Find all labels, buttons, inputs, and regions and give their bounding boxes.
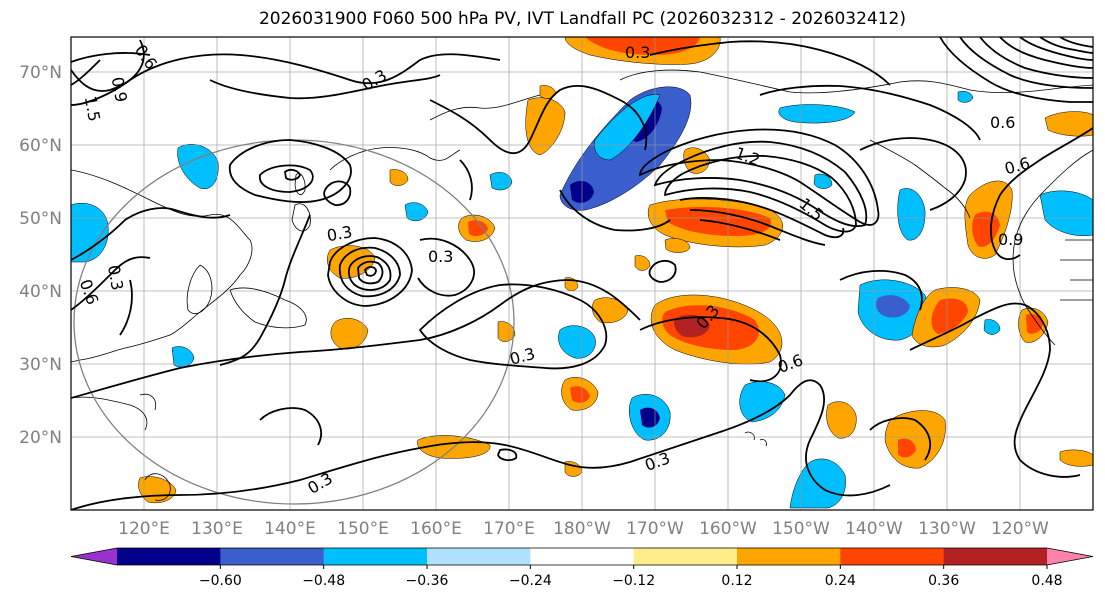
neg-anomaly (813, 173, 833, 189)
pos-anomaly (898, 438, 916, 458)
neg-anomaly (739, 381, 786, 423)
pos-anomaly (389, 169, 409, 186)
colorbar-ticks: −0.60 −0.48 −0.36 −0.24 −0.12 0.12 0.24 0.36 0.4… (199, 565, 1063, 589)
lon-label: 130°E (191, 519, 243, 539)
pos-anomaly (931, 298, 968, 334)
colorbar-swatch (633, 548, 738, 565)
contour-label: 0.3 (325, 222, 353, 245)
pos-anomaly (592, 297, 629, 324)
lon-label: 160°E (410, 519, 462, 539)
colorbar-extend-max (1047, 548, 1093, 565)
neg-anomaly (404, 202, 429, 222)
colorbar-swatch (323, 548, 428, 565)
colorbar-swatch (117, 548, 221, 565)
lat-labels: 70°N 60°N 50°N 40°N 30°N 20°N (19, 63, 62, 448)
colorbar-swatch (427, 548, 531, 565)
pos-anomaly (570, 386, 590, 403)
pos-anomaly (972, 211, 1000, 247)
lon-labels: 120°E 130°E 140°E 150°E 160°E 170°E 180°… (118, 519, 1049, 539)
lat-label: 40°N (19, 282, 62, 302)
contour-label: 0.3 (625, 43, 650, 62)
contour-label: 0.3 (304, 469, 336, 498)
lon-label: 170°E (483, 519, 535, 539)
contour-label: 0.6 (131, 41, 161, 73)
lon-label: 150°E (337, 519, 389, 539)
lat-label: 70°N (19, 63, 62, 83)
contour-label: 0.6 (1002, 153, 1032, 178)
colorbar-swatch (737, 548, 841, 565)
colorbar-tick-label: 0.48 (1031, 573, 1062, 589)
map-frame (70, 36, 1094, 511)
pos-anomaly (674, 314, 710, 338)
colorbar-tick-label: −0.36 (406, 573, 449, 589)
colorbar-tick-label: −0.12 (612, 573, 655, 589)
lat-label: 50°N (19, 209, 62, 229)
neg-anomaly (1039, 190, 1093, 236)
neg-anomaly (876, 295, 910, 318)
contour-label: 0.9 (998, 230, 1023, 249)
colorbar-tick-label: 0.36 (928, 573, 959, 589)
contour-label: 0.3 (104, 264, 127, 292)
lon-label: 140°W (845, 519, 903, 539)
colorbar (70, 547, 1094, 566)
neg-anomaly (897, 188, 926, 241)
lon-label: 120°W (991, 519, 1049, 539)
colorbar-swatch (840, 548, 945, 565)
colorbar-extend-min (71, 548, 117, 565)
map-content: 0.3 0.3 0.3 0.3 0.3 0.3 0.3 0.3 0.3 0.6 … (71, 37, 1093, 510)
colorbar-tick-label: 0.24 (825, 573, 856, 589)
contour-label: 0.9 (108, 75, 131, 103)
lon-label: 140°E (264, 519, 316, 539)
pv-contours (71, 37, 1093, 510)
neg-anomaly (177, 144, 219, 190)
colorbar-tick-label: 0.12 (721, 573, 752, 589)
colorbar-tick-label: −0.24 (509, 573, 552, 589)
map-title: 2026031900 F060 500 hPa PV, IVT Landfall… (258, 9, 906, 29)
lon-label: 150°W (772, 519, 830, 539)
pos-anomaly (1026, 314, 1043, 334)
lon-label: 180°W (553, 519, 611, 539)
colorbar-tick-label: −0.48 (302, 573, 345, 589)
contour-label: 0.3 (642, 448, 672, 475)
colorbar-swatch (220, 548, 325, 565)
neg-anomaly (558, 325, 596, 359)
lat-label: 30°N (19, 355, 62, 375)
pos-anomaly (1044, 111, 1093, 137)
colorbar-swatch (530, 548, 635, 565)
lon-label: 130°W (918, 519, 976, 539)
pos-anomaly (634, 255, 651, 271)
pos-anomaly (468, 220, 488, 237)
lon-label: 160°W (699, 519, 757, 539)
lon-label: 120°E (118, 519, 170, 539)
lat-label: 60°N (19, 136, 62, 156)
neg-anomaly (489, 172, 513, 191)
colorbar-tick-label: −0.60 (199, 573, 242, 589)
lon-label: 170°W (626, 519, 684, 539)
contour-label: 0.3 (428, 247, 453, 266)
lat-label: 20°N (19, 428, 62, 448)
pos-anomaly (330, 318, 369, 350)
neg-anomaly (778, 104, 856, 124)
colorbar-swatch (943, 548, 1048, 565)
pos-anomaly (826, 401, 857, 439)
neg-anomaly (983, 319, 1001, 335)
pos-anomaly (664, 238, 691, 253)
neg-anomaly (171, 346, 195, 368)
neg-anomaly (957, 91, 974, 103)
contour-label: 0.6 (990, 113, 1015, 132)
pos-anomaly (497, 321, 516, 342)
contour-label: 1.5 (81, 95, 104, 123)
pos-anomaly (1059, 449, 1093, 467)
colorbar-outline (70, 547, 1094, 566)
